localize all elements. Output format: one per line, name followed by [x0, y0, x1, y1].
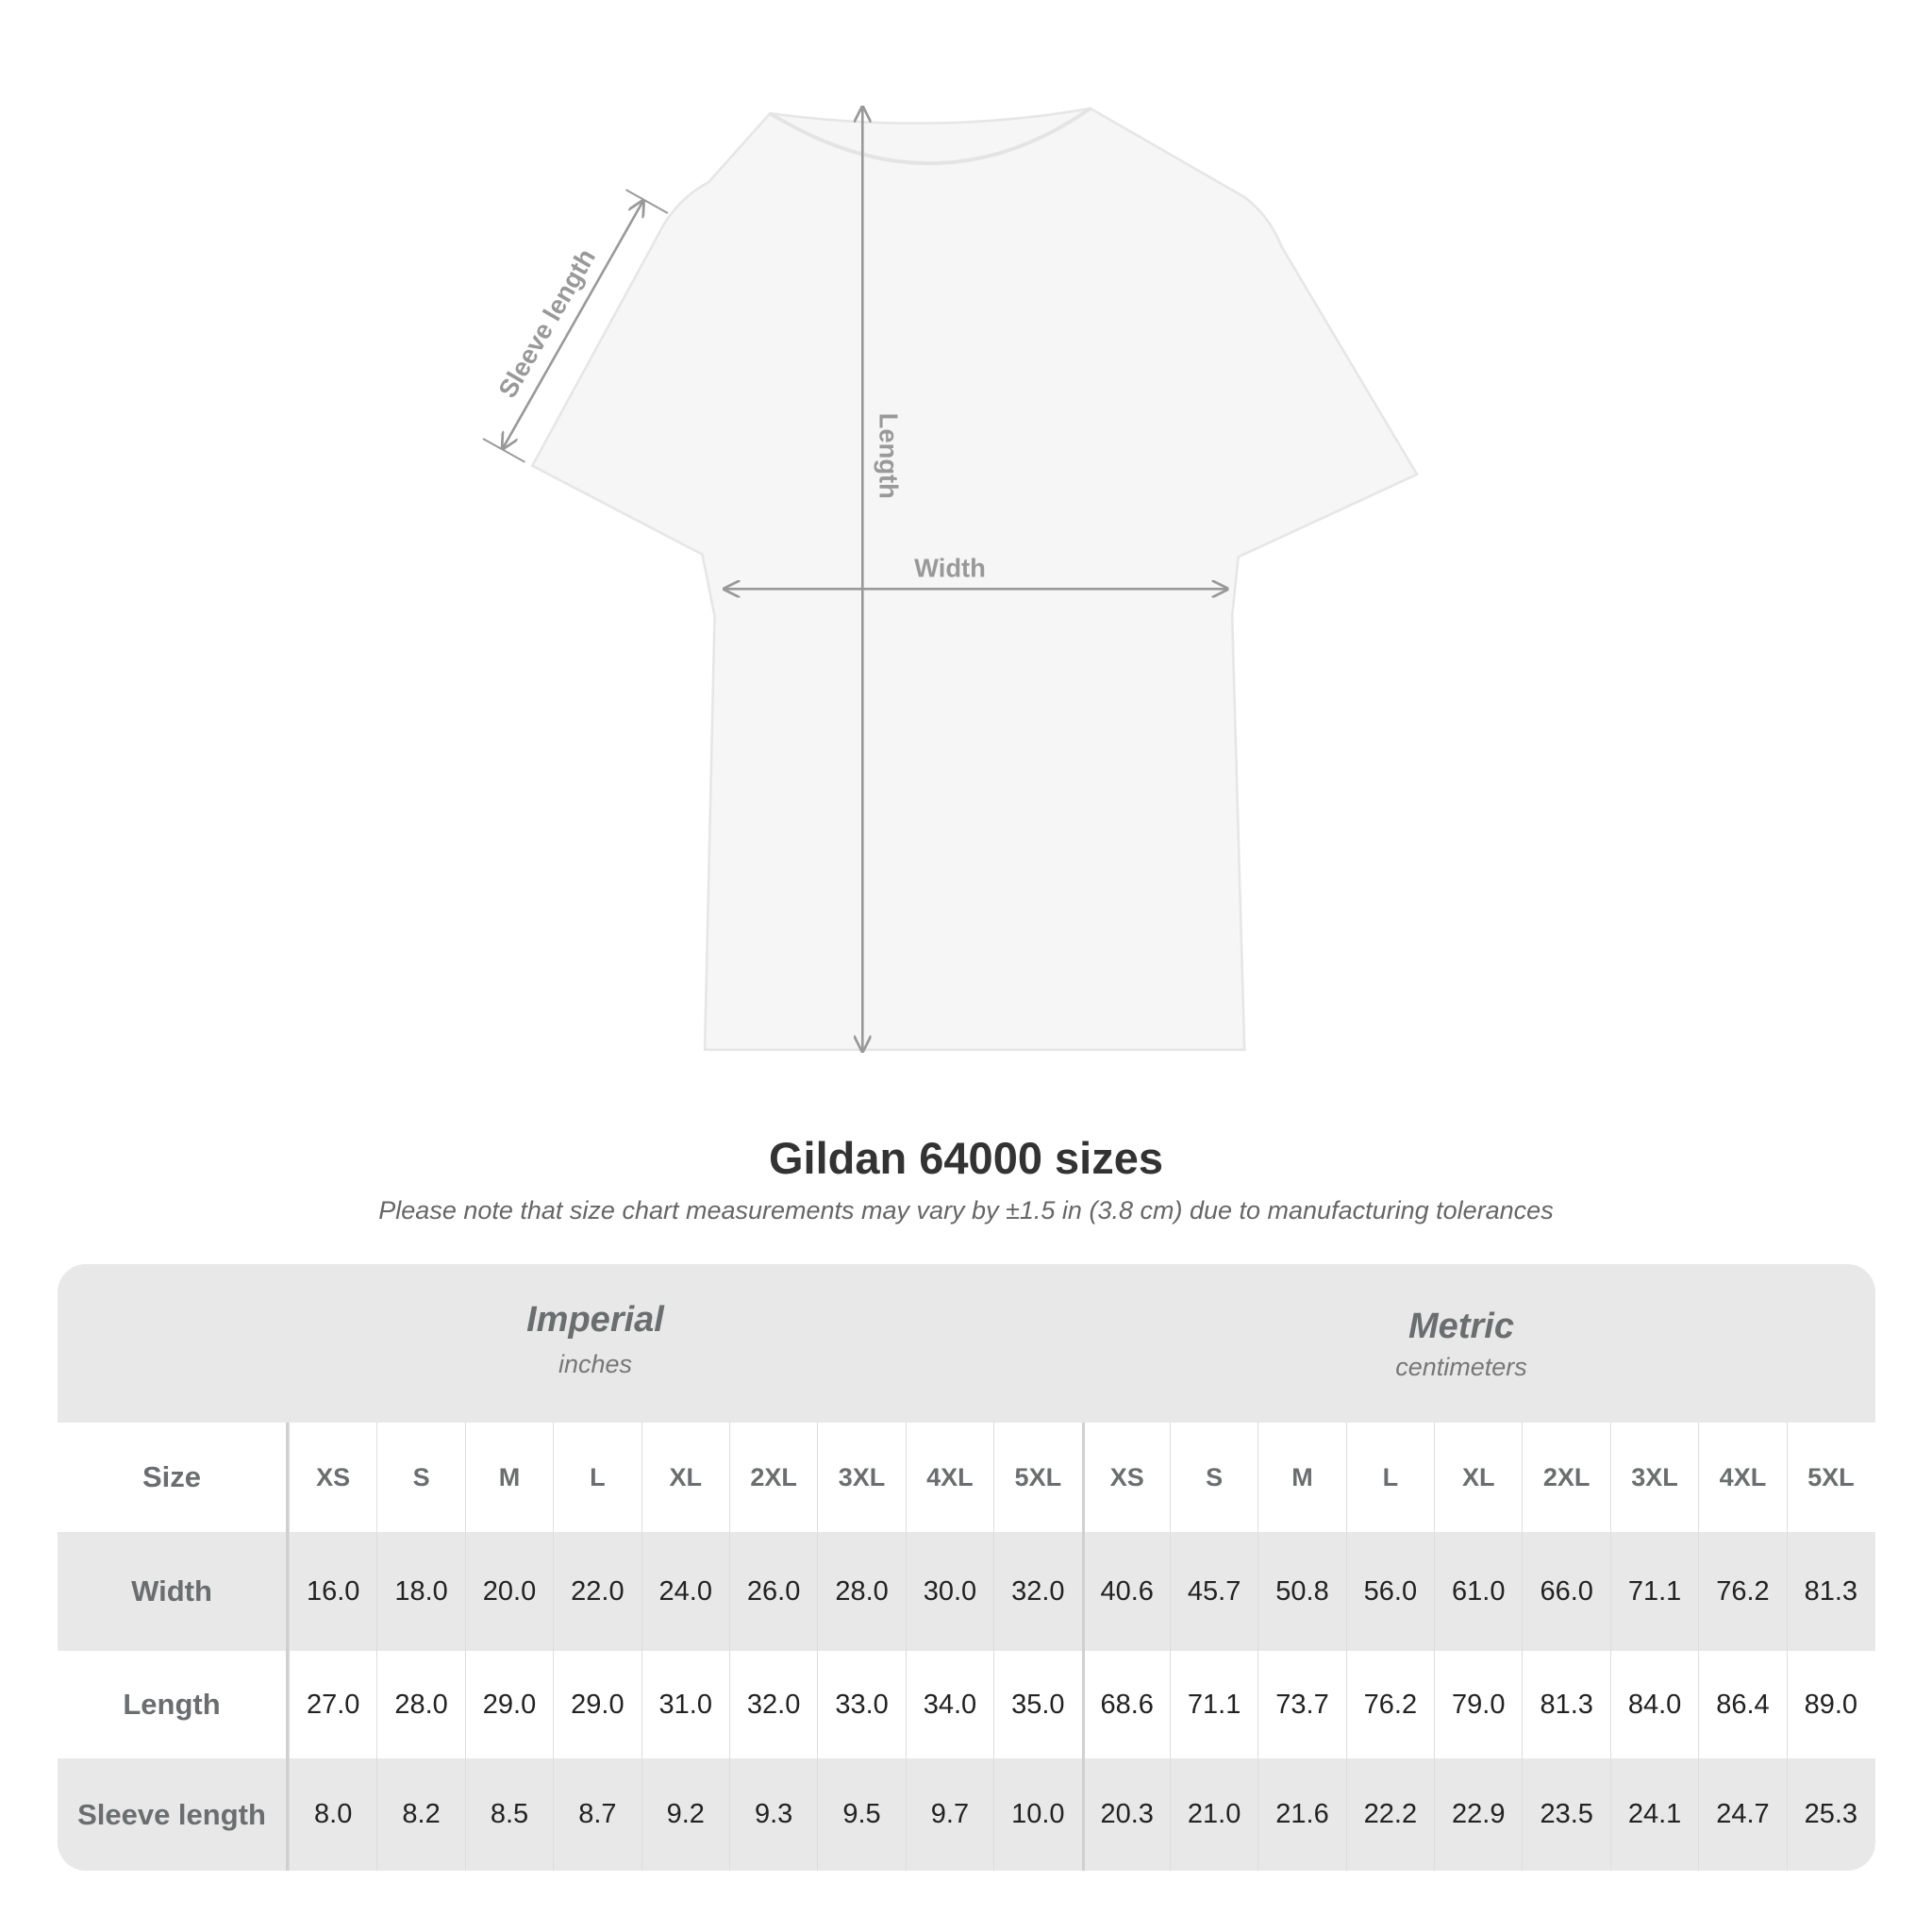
tshirt-image — [530, 107, 1419, 1052]
size-header-cell: 5XL — [993, 1423, 1081, 1532]
size-header-cell: XL — [1434, 1423, 1522, 1532]
size-header-cell: XS — [1081, 1423, 1170, 1532]
row-label: Length — [58, 1651, 289, 1758]
table-cell: 27.0 — [289, 1651, 376, 1758]
table-cell: 23.5 — [1522, 1758, 1609, 1871]
size-row: Size XS S M L XL 2XL 3XL 4XL 5XL XS S M L XL 2XL 3XL 4XL… — [58, 1423, 1875, 1532]
table-cell: 71.1 — [1169, 1651, 1257, 1758]
table-cell: 40.6 — [1081, 1532, 1170, 1651]
imperial-title: Imperial — [526, 1300, 664, 1340]
table-cell: 22.0 — [553, 1532, 641, 1651]
size-header-cell: XL — [641, 1423, 729, 1532]
size-header-cell: 2XL — [1522, 1423, 1609, 1532]
table-cell: 10.0 — [993, 1758, 1081, 1871]
table-cell: 9.2 — [641, 1758, 729, 1871]
table-cell: 68.6 — [1081, 1651, 1170, 1758]
table-cell: 73.7 — [1257, 1651, 1345, 1758]
size-header-cell: L — [553, 1423, 641, 1532]
table-cell: 22.9 — [1434, 1758, 1522, 1871]
table-cell: 45.7 — [1169, 1532, 1257, 1651]
row-label: Sleeve length — [58, 1758, 289, 1871]
table-cell: 8.0 — [289, 1758, 376, 1871]
size-header-cell: 2XL — [728, 1423, 817, 1532]
imperial-header: Imperial inches — [199, 1264, 991, 1423]
table-row: Width 16.0 18.0 20.0 22.0 24.0 26.0 28.0 30.0 32.… — [58, 1532, 1875, 1651]
table-cell: 22.2 — [1345, 1758, 1434, 1871]
row-label: Width — [58, 1532, 289, 1651]
table-row: Length 27.0 28.0 29.0 29.0 31.0 32.0 33.0 34.0 35… — [58, 1651, 1875, 1758]
sleeve-arrow — [503, 201, 643, 449]
table-cell: 32.0 — [728, 1651, 817, 1758]
length-label: Length — [874, 413, 904, 499]
size-row-label: Size — [58, 1423, 289, 1532]
table-cell: 29.0 — [464, 1651, 553, 1758]
table-cell: 20.3 — [1081, 1758, 1170, 1871]
table-cell: 33.0 — [817, 1651, 905, 1758]
table-cell: 66.0 — [1522, 1532, 1609, 1651]
table-cell: 56.0 — [1345, 1532, 1434, 1651]
table-cell: 71.1 — [1609, 1532, 1698, 1651]
metric-title: Metric — [1408, 1307, 1514, 1346]
table-cell: 61.0 — [1434, 1532, 1522, 1651]
table-cell: 30.0 — [905, 1532, 993, 1651]
width-label: Width — [914, 553, 986, 582]
table-cell: 32.0 — [993, 1532, 1081, 1651]
table-cell: 31.0 — [641, 1651, 729, 1758]
size-header-cell: S — [376, 1423, 464, 1532]
size-header-cell: 4XL — [1698, 1423, 1786, 1532]
size-header-cell: M — [464, 1423, 553, 1532]
metric-unit: centimeters — [1395, 1353, 1527, 1381]
size-header-cell: S — [1169, 1423, 1257, 1532]
table-cell: 34.0 — [905, 1651, 993, 1758]
table-cell: 20.0 — [464, 1532, 553, 1651]
table-cell: 21.6 — [1257, 1758, 1345, 1871]
table-row: Sleeve length 8.0 8.2 8.5 8.7 9.2 9.3 9.5 9.7 10.… — [58, 1758, 1875, 1871]
metric-header: Metric centimeters — [1065, 1264, 1857, 1423]
size-header-cell: 5XL — [1786, 1423, 1874, 1532]
tolerance-note: Please note that size chart measurements… — [378, 1196, 1554, 1224]
table-cell: 28.0 — [817, 1532, 905, 1651]
size-header-cell: XS — [289, 1423, 376, 1532]
table-cell: 50.8 — [1257, 1532, 1345, 1651]
table-cell: 86.4 — [1698, 1651, 1786, 1758]
size-header-cell: 3XL — [817, 1423, 905, 1532]
table-cell: 9.5 — [817, 1758, 905, 1871]
table-cell: 89.0 — [1786, 1651, 1874, 1758]
table-cell: 26.0 — [728, 1532, 817, 1651]
table-cell: 9.3 — [728, 1758, 817, 1871]
table-cell: 84.0 — [1609, 1651, 1698, 1758]
size-header-cell: M — [1257, 1423, 1345, 1532]
size-table: Imperial inches Metric centimeters Size … — [58, 1264, 1875, 1871]
table-cell: 8.7 — [553, 1758, 641, 1871]
table-cell: 25.3 — [1786, 1758, 1874, 1871]
table-cell: 79.0 — [1434, 1651, 1522, 1758]
size-header-cell: L — [1345, 1423, 1434, 1532]
table-cell: 21.0 — [1169, 1758, 1257, 1871]
table-cell: 24.7 — [1698, 1758, 1786, 1871]
table-cell: 29.0 — [553, 1651, 641, 1758]
table-cell: 8.2 — [376, 1758, 464, 1871]
table-cell: 28.0 — [376, 1651, 464, 1758]
table-cell: 76.2 — [1698, 1532, 1786, 1651]
table-cell: 24.0 — [641, 1532, 729, 1651]
table-cell: 35.0 — [993, 1651, 1081, 1758]
table-cell: 8.5 — [464, 1758, 553, 1871]
table-cell: 81.3 — [1786, 1532, 1874, 1651]
size-header-cell: 4XL — [905, 1423, 993, 1532]
table-cell: 16.0 — [289, 1532, 376, 1651]
table-cell: 18.0 — [376, 1532, 464, 1651]
table-cell: 9.7 — [905, 1758, 993, 1871]
page-title: Gildan 64000 sizes — [768, 1133, 1164, 1183]
table-cell: 81.3 — [1522, 1651, 1609, 1758]
imperial-unit: inches — [558, 1350, 633, 1378]
table-cell: 24.1 — [1609, 1758, 1698, 1871]
size-header-cell: 3XL — [1609, 1423, 1698, 1532]
table-cell: 76.2 — [1345, 1651, 1434, 1758]
